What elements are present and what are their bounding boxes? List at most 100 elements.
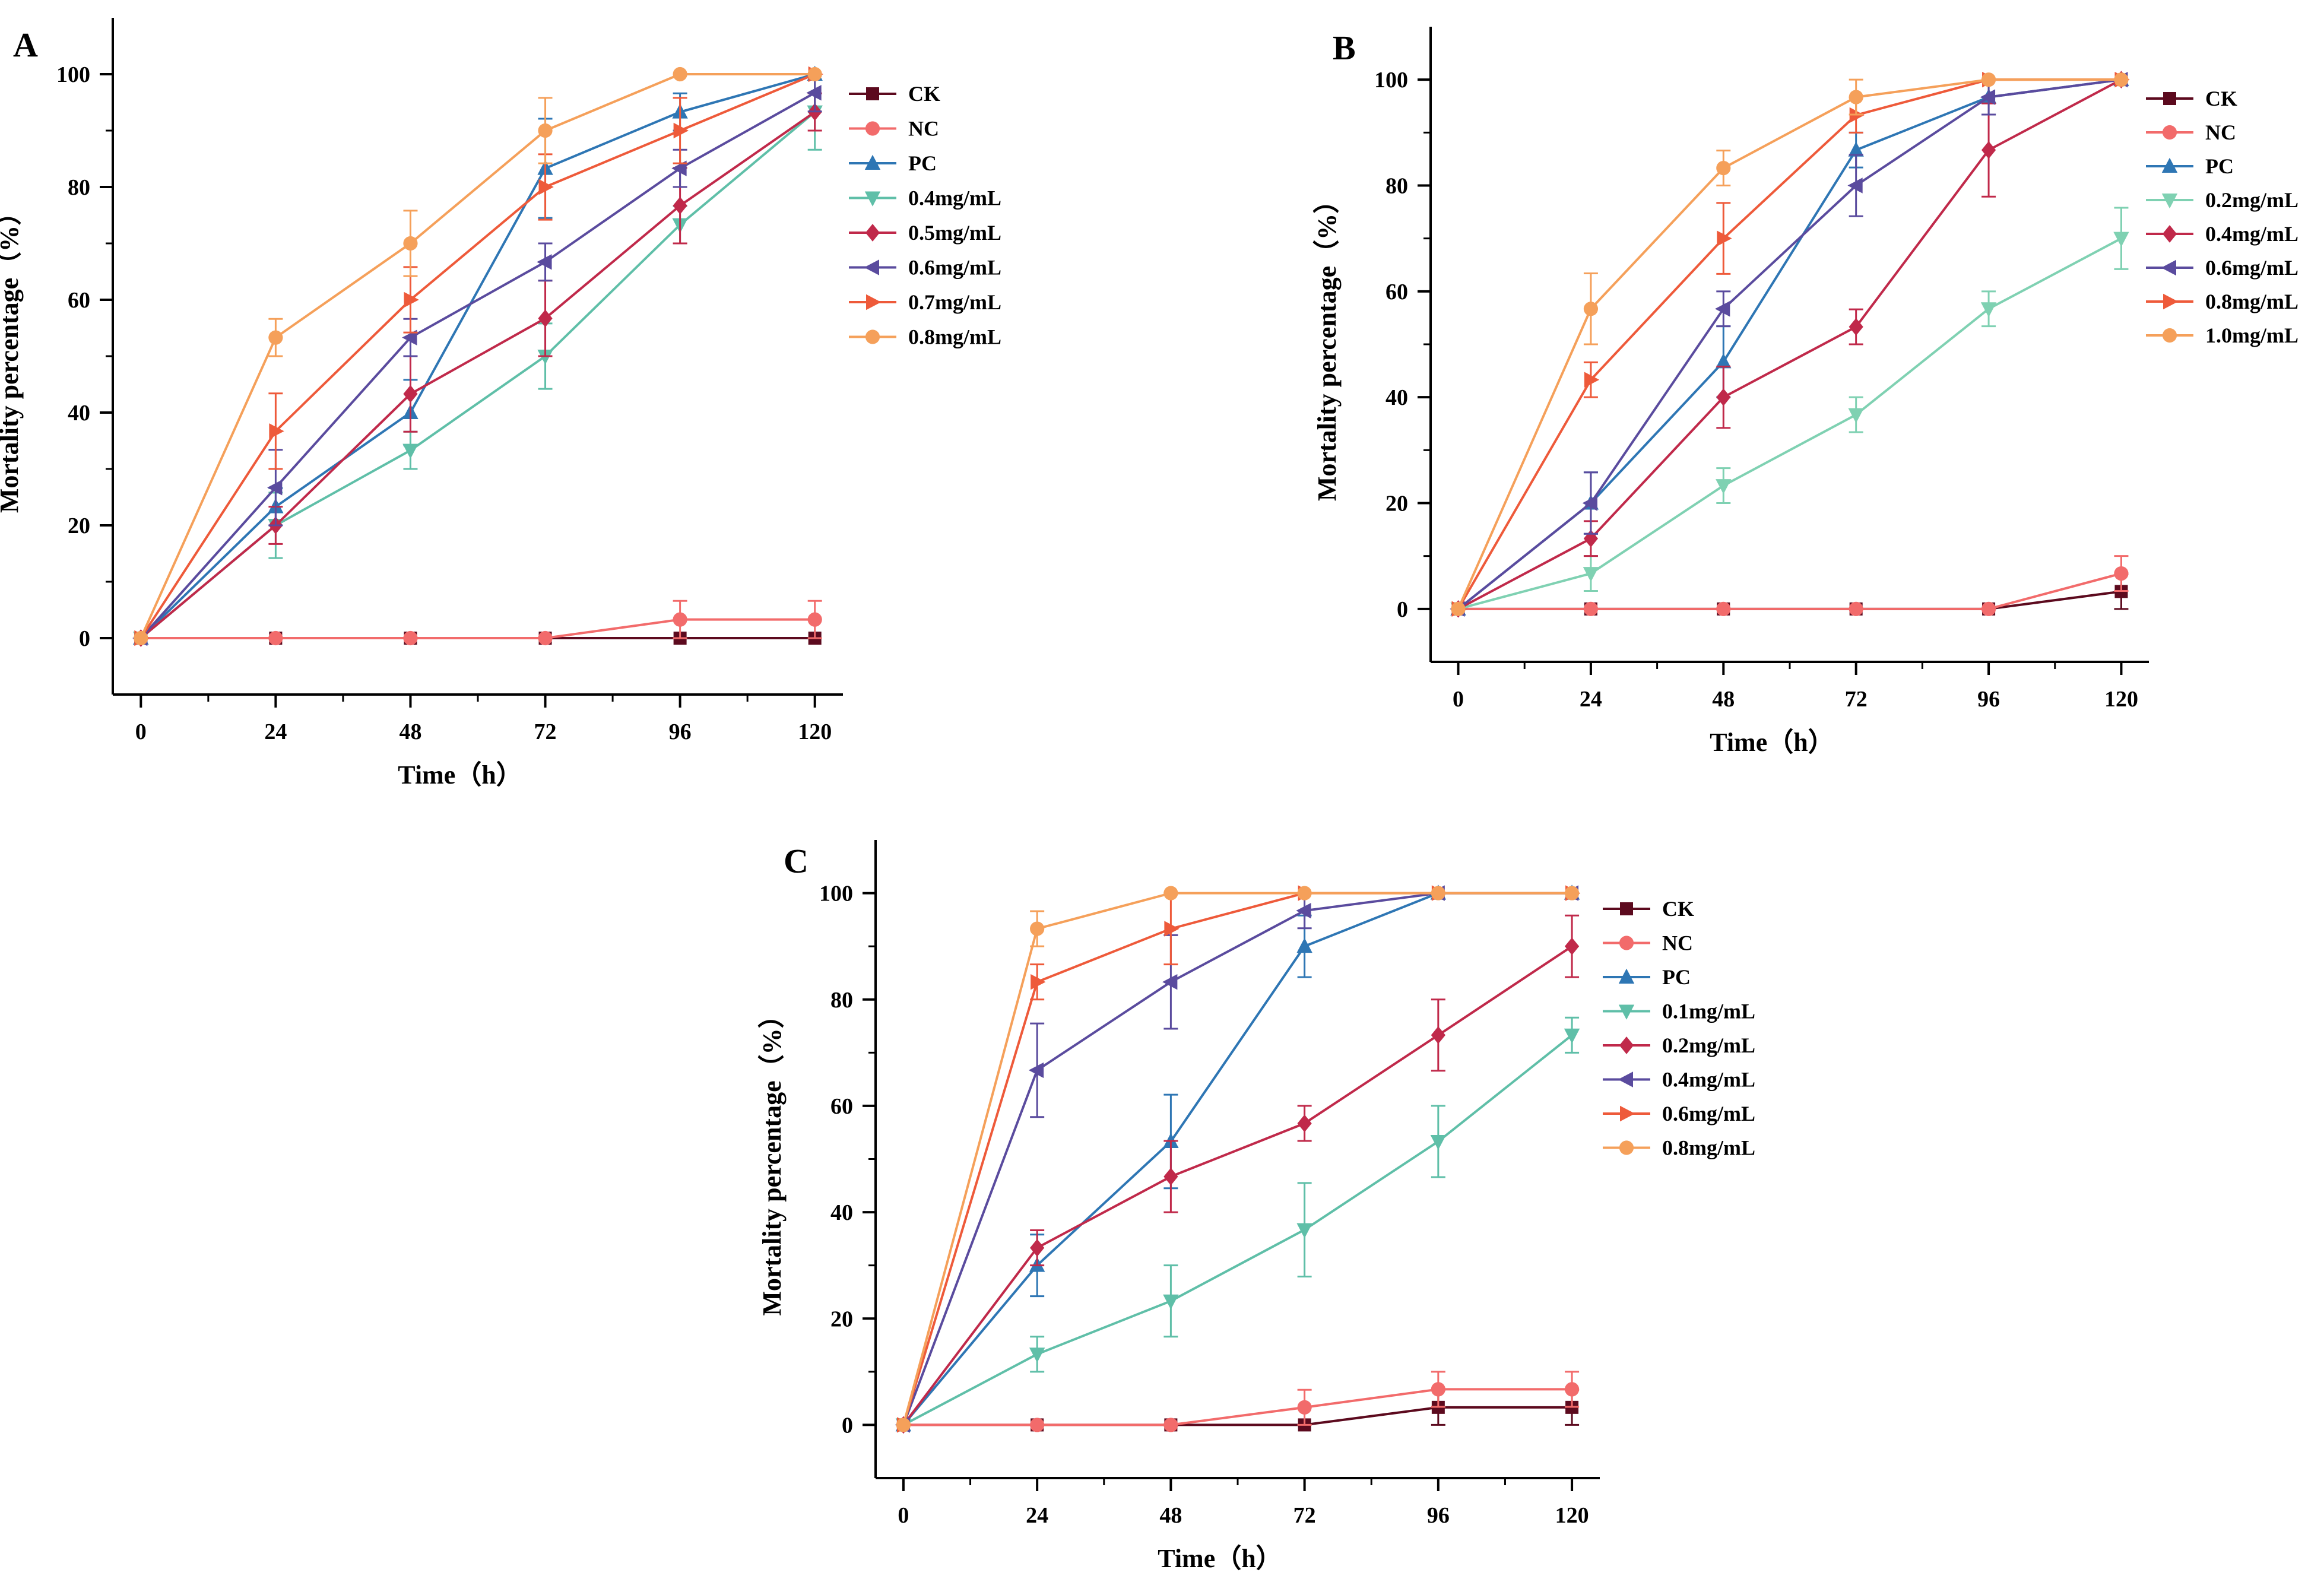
legend-label: 0.4mg/mL [908,186,1001,210]
series-nc [1451,555,2129,616]
series-0-5mg-ml [134,92,822,647]
series-line [140,111,816,639]
data-point [1716,160,1731,176]
data-point [1849,318,1863,336]
y-tick-label: 20 [68,513,90,538]
y-axis-title: Mortality percentage（%） [1312,188,1342,501]
x-axis-title: Time（h） [398,760,522,790]
data-point [673,122,689,139]
series-0-6mg-ml [1450,71,2128,617]
legend-marker [2162,328,2177,343]
x-tick-label: 0 [898,1503,909,1528]
legend-item: 0.8mg/mL [849,325,1001,349]
y-tick-label: 20 [1385,492,1408,516]
legend-label: 1.0mg/mL [2205,324,2298,347]
data-point [1430,1134,1447,1150]
legend-item: PC [849,151,937,175]
x-tick-label: 24 [1580,687,1602,712]
legend-label: 0.8mg/mL [2205,290,2298,313]
data-point [1849,90,1863,104]
series-0-4mg-ml [1451,71,2129,618]
data-point [1582,495,1597,511]
x-tick-label: 48 [399,719,421,744]
legend-item: NC [2146,121,2236,144]
y-tick-label: 60 [1385,280,1408,305]
series-line [139,73,816,639]
legend-item: NC [1603,931,1693,955]
data-point [537,254,552,270]
series-0-4mg-ml [133,73,823,647]
data-point [1297,886,1312,901]
data-point [402,329,417,345]
legend-item: 0.4mg/mL [2146,222,2298,246]
y-tick-label: 100 [56,62,90,87]
series-line [1458,572,2122,610]
x-tick-label: 0 [135,719,147,744]
data-point [1163,886,1178,901]
data-point [403,236,418,251]
legend-marker [2163,293,2179,310]
data-point [1296,902,1311,919]
data-point [1847,177,1863,194]
data-point [671,160,687,176]
legend-marker [866,87,879,100]
data-point [807,66,822,82]
legend-label: 0.2mg/mL [1662,1033,1755,1057]
data-point [673,196,687,215]
y-tick-label: 80 [1385,174,1408,199]
data-point [673,612,687,627]
series-line [903,1388,1572,1426]
y-tick-label: 60 [830,1094,853,1119]
legend-item: CK [1603,897,1694,921]
data-point [1716,353,1732,369]
legend-label: PC [2205,154,2234,178]
data-point [1163,1168,1178,1185]
data-point [1296,937,1312,953]
data-point [1431,886,1445,901]
data-point [1431,1026,1445,1044]
legend-label: 0.4mg/mL [2205,222,2298,246]
legend-label: 0.6mg/mL [908,256,1001,280]
y-tick-label: 80 [830,988,853,1013]
legend-marker [1620,1105,1635,1122]
series-nc [896,1371,1580,1432]
x-tick-label: 120 [798,719,832,744]
x-axis-title: Time（h） [1158,1544,1282,1573]
data-point [1716,601,1731,616]
legend-label: NC [1662,931,1693,955]
legend-label: PC [908,151,937,175]
data-point [1715,301,1730,317]
data-point [1163,1418,1178,1432]
legend-item: 0.6mg/mL [1603,1102,1755,1125]
series-line [902,892,1572,1425]
legend-marker [2161,259,2176,276]
data-point [2114,566,2129,581]
y-tick-label: 40 [68,401,90,426]
data-point [2113,232,2129,247]
legend-item: 0.7mg/mL [849,290,1001,314]
data-point [538,309,553,328]
x-axis-title: Time（h） [1710,728,1834,757]
data-point [1981,72,1996,87]
panel-letter: C [784,842,809,880]
data-point [1030,1239,1045,1257]
x-tick-label: 120 [1555,1503,1589,1528]
data-point [1030,921,1045,936]
x-tick-label: 72 [1293,1503,1316,1528]
legend-label: CK [1662,897,1694,921]
legend-item: 0.8mg/mL [1603,1136,1755,1160]
series-line [139,73,816,639]
x-tick-label: 72 [1845,687,1868,712]
data-point [538,630,553,646]
legend-marker [865,224,880,242]
series-0-8mg-ml [134,66,822,646]
legend-item: 0.6mg/mL [849,256,1001,280]
series-line [141,618,815,639]
data-point [1451,601,1466,616]
legend-item: 0.2mg/mL [1603,1033,1755,1057]
data-point [537,350,553,365]
x-tick-label: 48 [1712,687,1735,712]
y-tick-label: 40 [1385,385,1408,410]
data-point [1980,89,1996,105]
legend-label: 0.5mg/mL [908,221,1001,245]
